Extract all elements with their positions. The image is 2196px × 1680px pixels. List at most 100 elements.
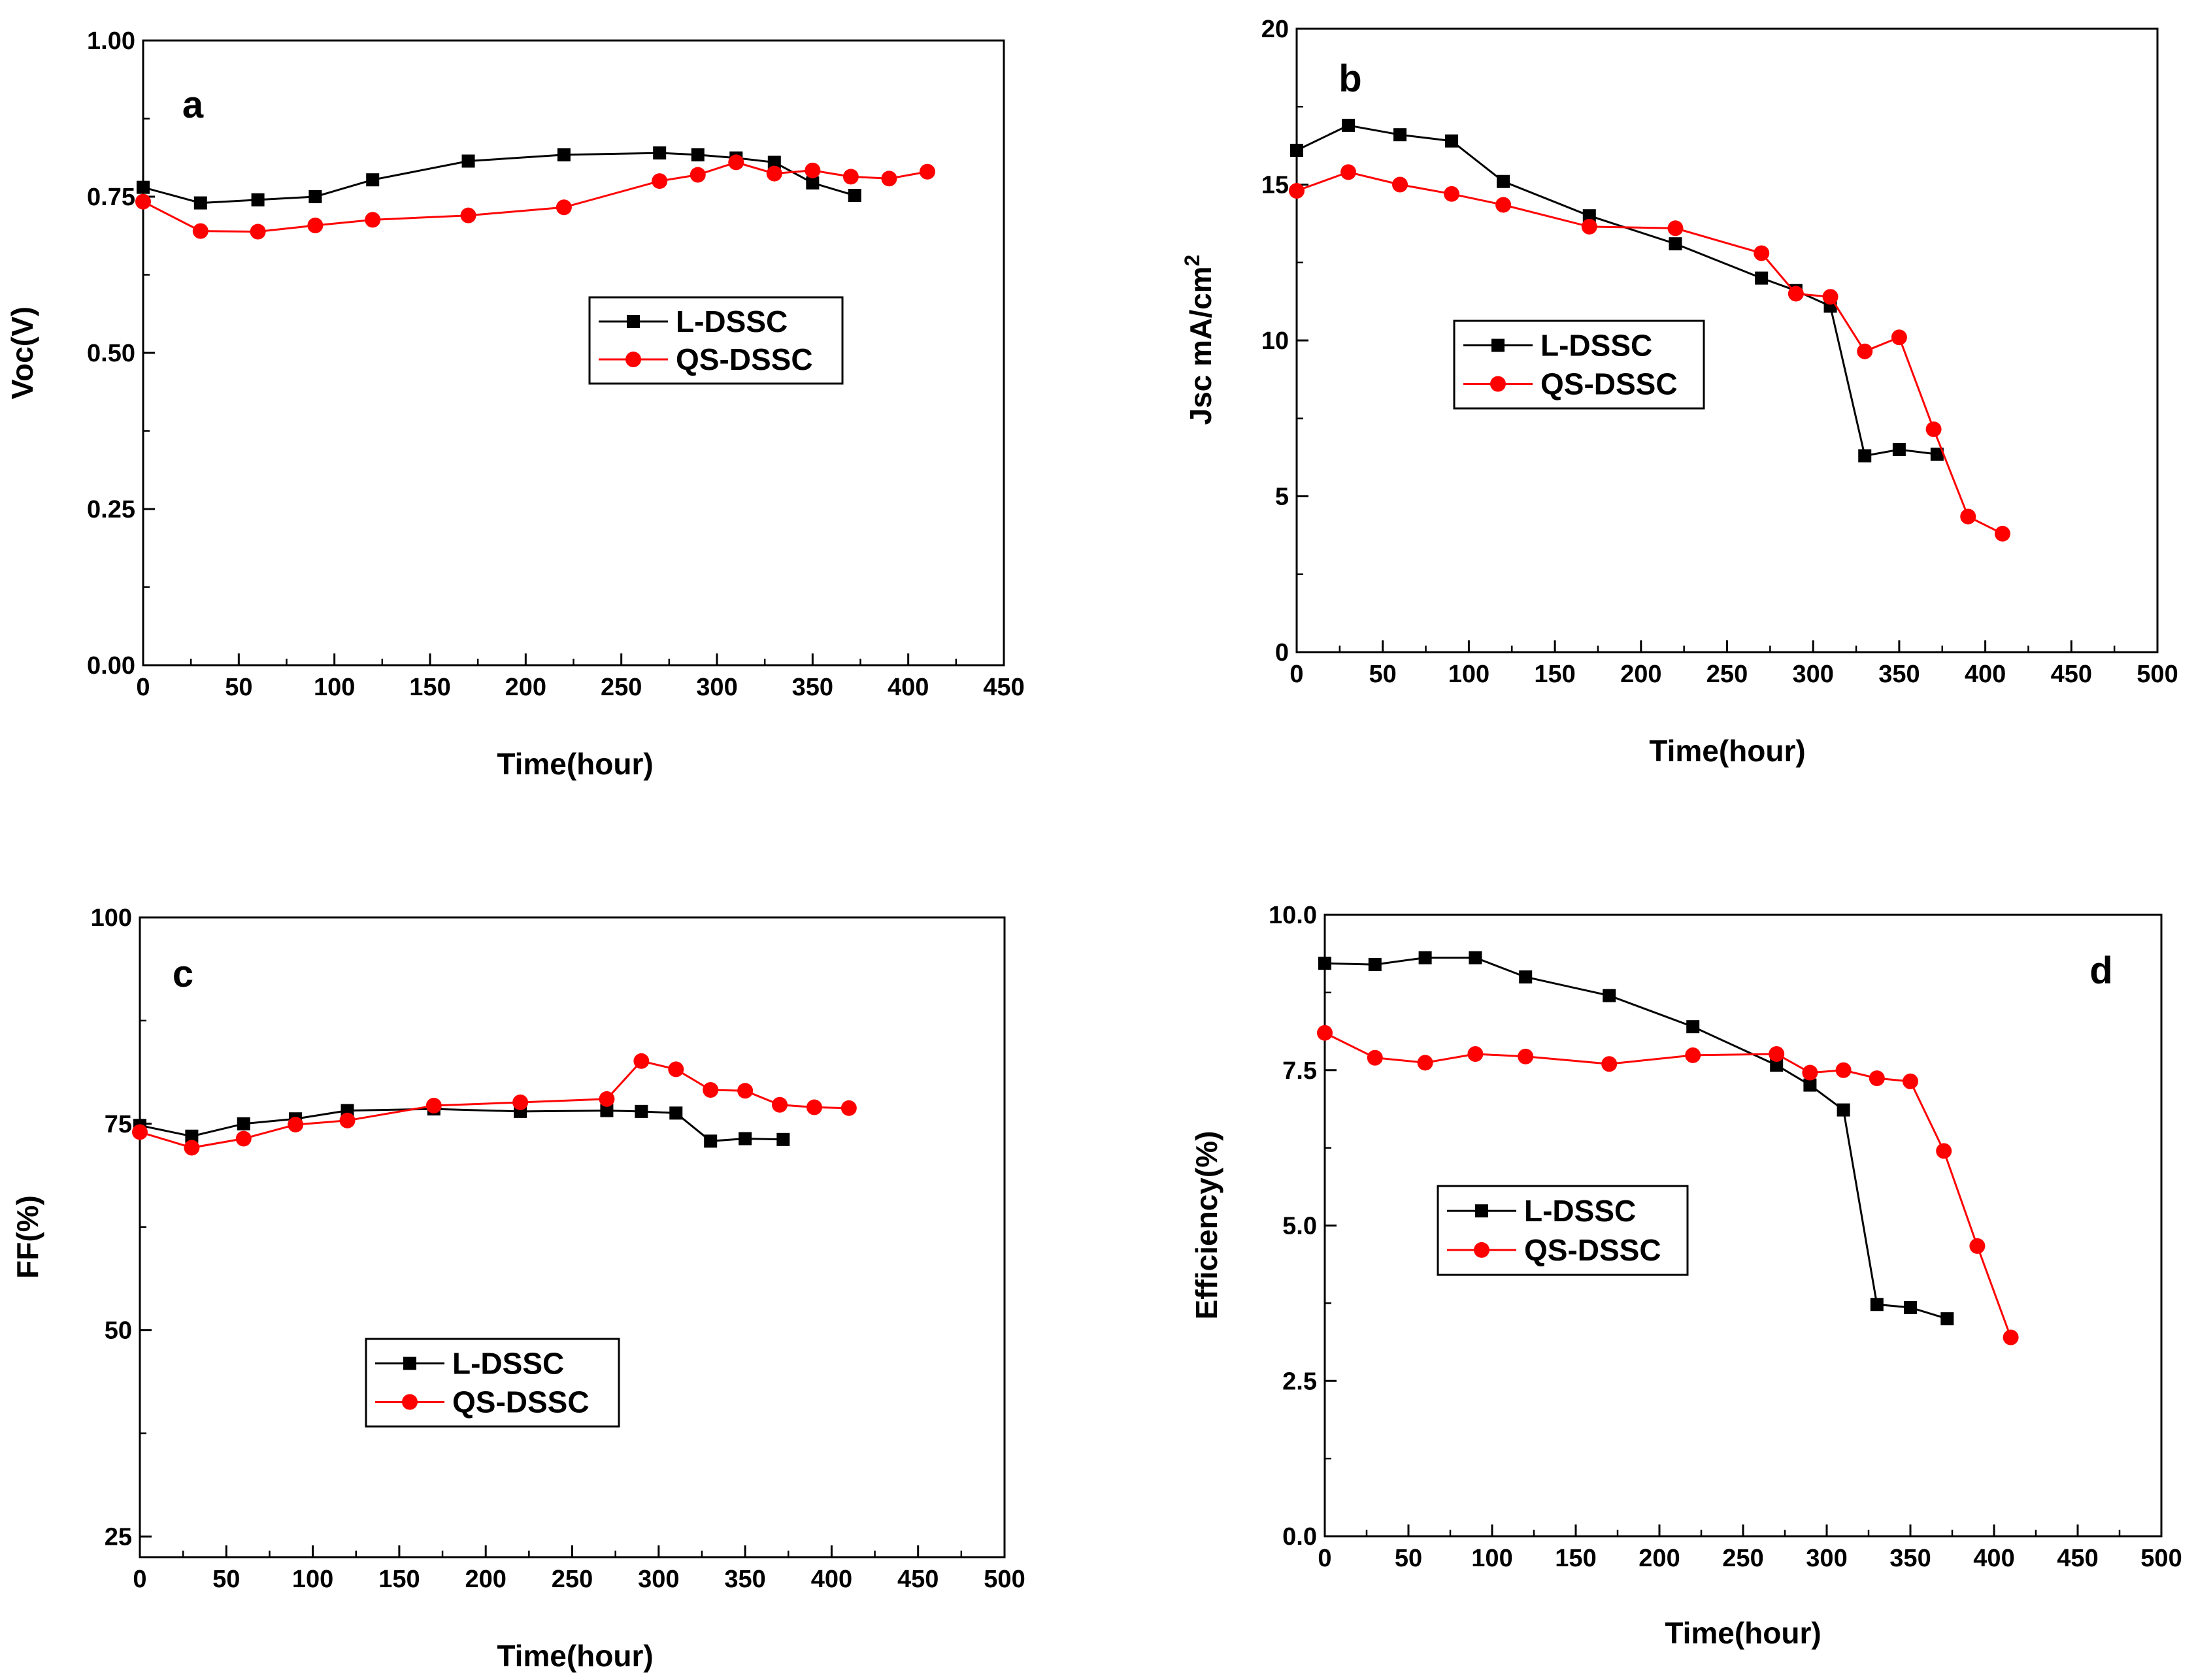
legend-frame	[365, 1338, 620, 1428]
y-tick-label: 50	[105, 1317, 132, 1345]
data-point	[1870, 1298, 1884, 1311]
legend: L-DSSC QS-DSSC	[365, 1338, 620, 1428]
y-axis-title-text: Voc(V)	[5, 306, 39, 399]
x-tick-label: 400	[888, 674, 929, 701]
data-point	[1392, 176, 1408, 193]
x-tick-label: 500	[2137, 661, 2178, 688]
legend: L-DSSC QS-DSSC	[588, 296, 844, 385]
chart-panel-a: 0 50 100 150 200 250 300 350 400 450 0.00 0.25 0.50 0…	[5, 27, 1025, 781]
data-point	[1289, 183, 1305, 199]
data-point	[1317, 1025, 1333, 1041]
data-point	[690, 167, 706, 183]
data-point	[1891, 329, 1907, 346]
data-point	[772, 1096, 788, 1113]
data-point	[1686, 1020, 1700, 1034]
x-tick-label: 350	[724, 1566, 765, 1593]
data-point	[1601, 1056, 1618, 1072]
x-tick-label: 150	[1534, 661, 1575, 688]
y-tick-label: 75	[105, 1111, 132, 1138]
legend-item-qs-dssc: QS-DSSC	[375, 1385, 590, 1419]
legend-item-l-dssc: L-DSSC	[599, 305, 788, 338]
x-axis-title: Time(hour)	[1649, 734, 1805, 768]
data-point	[1469, 951, 1482, 964]
legend-frame	[1453, 320, 1705, 410]
x-tick-label: 400	[1973, 1545, 2014, 1572]
y-tick-label: 0.50	[87, 340, 135, 367]
data-point	[1467, 1046, 1484, 1062]
data-point	[1685, 1047, 1701, 1063]
data-point	[881, 171, 897, 187]
data-point	[1667, 220, 1684, 237]
x-tick-label: 350	[1878, 661, 1920, 688]
x-tick-label: 250	[1706, 661, 1748, 688]
data-point	[135, 193, 151, 210]
x-tick-label: 200	[505, 674, 546, 701]
data-point	[1418, 951, 1432, 964]
x-tick-label: 0	[1318, 1545, 1331, 1572]
data-point	[1869, 1070, 1885, 1087]
data-point	[1417, 1055, 1433, 1071]
y-tick-label: 10	[1261, 327, 1289, 355]
data-point	[1822, 289, 1838, 305]
data-point	[1497, 174, 1510, 188]
x-tick-label: 300	[696, 674, 737, 701]
y-tick-label: 1.00	[87, 27, 135, 55]
data-point	[1518, 1048, 1534, 1064]
data-point	[1603, 989, 1616, 1002]
x-tick-label: 400	[811, 1566, 852, 1593]
data-point	[251, 193, 265, 206]
data-point	[1342, 118, 1356, 132]
y-axis-title-text: FF(%)	[10, 1195, 44, 1279]
plot-frame	[1295, 27, 2159, 653]
data-point	[1892, 442, 1906, 456]
data-point	[919, 163, 935, 180]
y-axis-title: Efficiency(%)	[1190, 1131, 1223, 1320]
x-tick-label: 100	[1448, 661, 1489, 688]
x-tick-label: 300	[638, 1566, 679, 1593]
y-tick-label: 0.25	[87, 496, 135, 523]
data-point	[653, 146, 667, 160]
data-point	[461, 154, 475, 168]
y-tick-label: 20	[1261, 16, 1289, 43]
x-tick-label: 150	[1555, 1545, 1596, 1572]
data-point	[703, 1082, 719, 1098]
data-point	[776, 1132, 790, 1146]
y-tick-label: 5.0	[1282, 1213, 1317, 1240]
x-tick-label: 0	[1289, 661, 1303, 688]
data-point	[460, 207, 476, 223]
data-point	[137, 180, 150, 194]
data-point	[1582, 209, 1596, 223]
plot-frame	[142, 39, 1005, 667]
x-tick-label: 100	[1471, 1545, 1512, 1572]
chart-panel-b: 0 50 100 150 200 250 300 350 400 450 500 0 5 10 15 20 Ti…	[1180, 16, 2178, 768]
legend-marker-circle	[1490, 376, 1506, 392]
data-point	[132, 1124, 148, 1140]
legend-label: L-DSSC	[676, 305, 788, 338]
data-point	[1788, 286, 1804, 302]
y-tick-label: 0.0	[1282, 1523, 1317, 1551]
x-tick-label: 150	[409, 674, 450, 701]
data-point	[307, 217, 324, 233]
chart-panel-c: 0 50 100 150 200 250 300 350 400 450 500 25 50 75 100 T…	[10, 904, 1025, 1673]
data-point	[235, 1130, 252, 1147]
data-point	[1994, 525, 2010, 542]
data-point	[185, 1129, 199, 1143]
legend-item-l-dssc: L-DSSC	[1447, 1194, 1636, 1228]
legend-label: QS-DSSC	[452, 1385, 590, 1419]
legend: L-DSSC QS-DSSC	[1453, 320, 1705, 410]
data-point	[704, 1134, 718, 1148]
data-point	[1444, 186, 1460, 202]
data-point	[556, 199, 572, 216]
legend-item-l-dssc: L-DSSC	[375, 1347, 564, 1381]
data-point	[633, 1053, 650, 1069]
data-point	[691, 148, 705, 161]
data-point	[1969, 1238, 1986, 1254]
y-tick-label: 7.5	[1282, 1057, 1317, 1085]
y-axis-title: FF(%)	[10, 1195, 44, 1279]
panel-letter: d	[2089, 949, 2112, 992]
x-tick-label: 50	[1369, 661, 1397, 688]
data-point	[739, 1132, 752, 1145]
x-tick-label: 500	[984, 1566, 1025, 1593]
chart-panel-d: 0 50 100 150 200 250 300 350 400 450 500 0.0 2.5 5.0 7…	[1190, 902, 2182, 1650]
data-point	[366, 173, 380, 187]
